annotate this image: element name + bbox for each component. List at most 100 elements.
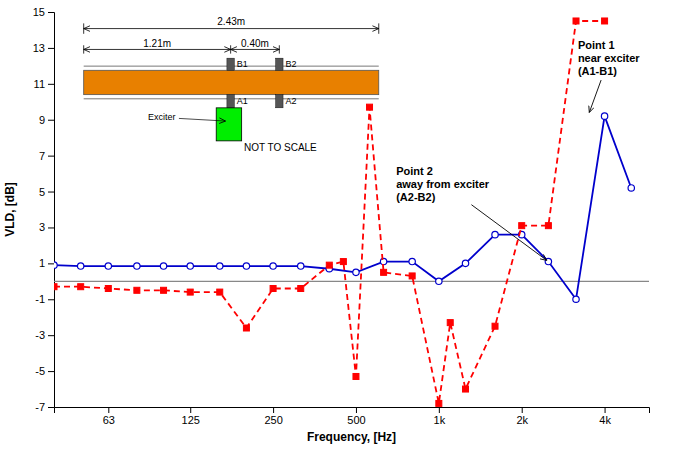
series-marker xyxy=(519,223,525,229)
series-marker xyxy=(340,259,346,265)
series-marker xyxy=(270,263,276,269)
annotation-text: Point 2away from exciter(A2-B2) xyxy=(396,165,490,203)
chart: 631252505001k2k4k-7-5-3-113579111315Poin… xyxy=(0,0,679,449)
annotation-text: Point 1near exciter(A1-B1) xyxy=(578,39,640,77)
series-marker xyxy=(54,262,57,268)
inset-exciter xyxy=(216,108,241,141)
inset-dimension xyxy=(84,49,231,50)
y-tick: -3 xyxy=(35,329,54,341)
inset-label: Exciter xyxy=(148,112,176,122)
y-tick: 5 xyxy=(39,186,54,198)
series xyxy=(54,113,634,303)
x-tick: 4k xyxy=(599,407,611,426)
series-marker xyxy=(187,263,193,269)
inset-dimension-end xyxy=(279,45,280,53)
series-marker xyxy=(573,296,579,302)
series-marker xyxy=(409,273,415,279)
series-marker xyxy=(298,286,304,292)
series-marker xyxy=(381,269,387,275)
series-marker xyxy=(217,289,223,295)
y-tick-mark xyxy=(48,192,54,193)
x-tick: 250 xyxy=(264,407,282,426)
inset-arrow xyxy=(179,118,226,121)
series-marker xyxy=(353,269,359,275)
series-marker xyxy=(54,284,57,290)
reference-line xyxy=(54,281,649,282)
x-tick: 2k xyxy=(516,407,528,426)
y-tick-label: -5 xyxy=(35,365,45,377)
x-tick-mark xyxy=(605,407,606,413)
inset-label: A1 xyxy=(237,96,248,106)
series-marker xyxy=(134,287,140,293)
x-tick: 1k xyxy=(434,407,446,426)
y-tick-label: 3 xyxy=(39,221,45,233)
x-axis-line xyxy=(55,408,650,414)
series-marker xyxy=(545,223,551,229)
annotation-arrow xyxy=(589,80,601,112)
series-marker xyxy=(463,386,469,392)
y-tick-mark xyxy=(48,120,54,121)
x-tick-label: 250 xyxy=(264,414,282,426)
y-tick: 3 xyxy=(39,221,54,233)
y-tick: 13 xyxy=(33,42,54,54)
x-axis-title: Frequency, [Hz] xyxy=(307,430,396,444)
inset-label: B2 xyxy=(285,59,296,69)
series-marker xyxy=(492,231,498,237)
inset-label: NOT TO SCALE xyxy=(244,142,317,153)
y-tick: 15 xyxy=(33,6,54,18)
series-line xyxy=(54,116,631,299)
annotation-line: away from exciter xyxy=(396,178,490,190)
y-tick-label: -7 xyxy=(35,401,45,413)
y-tick-mark xyxy=(48,371,54,372)
series-marker xyxy=(160,263,166,269)
y-tick: -1 xyxy=(35,293,54,305)
series-marker xyxy=(367,104,373,110)
series-marker xyxy=(243,325,249,331)
x-tick: 63 xyxy=(103,407,115,426)
inset-beam xyxy=(84,70,379,94)
inset-diagram: B1B2A1A2ExciterNOT TO SCALE2.43m1.21m0.4… xyxy=(84,16,379,153)
series-marker xyxy=(492,323,498,329)
annotation-line: near exciter xyxy=(578,52,640,64)
series-marker xyxy=(270,286,276,292)
y-tick-label: 9 xyxy=(39,114,45,126)
series-marker xyxy=(409,258,415,264)
y-tick-label: 5 xyxy=(39,186,45,198)
x-tick-label: 125 xyxy=(182,414,200,426)
inset-dimension-end xyxy=(83,23,84,33)
y-axis-title: VLD, [dB] xyxy=(3,182,17,237)
x-tick: 125 xyxy=(182,407,200,426)
series-marker xyxy=(77,263,83,269)
series-marker xyxy=(105,286,111,292)
y-tick-mark xyxy=(48,48,54,49)
y-tick-mark xyxy=(48,335,54,336)
annotation-line: Point 1 xyxy=(578,39,615,51)
series-marker xyxy=(628,185,634,191)
inset-sensor xyxy=(276,95,283,108)
series-marker xyxy=(298,263,304,269)
y-tick-label: 15 xyxy=(33,6,45,18)
y-axis-line xyxy=(48,13,55,408)
y-tick: -7 xyxy=(35,401,54,413)
series-line xyxy=(54,21,605,403)
series-marker xyxy=(436,278,442,284)
y-tick: 9 xyxy=(39,114,54,126)
series-marker xyxy=(380,258,386,264)
series-marker xyxy=(447,320,453,326)
y-tick-mark xyxy=(48,227,54,228)
inset-label: 0.40m xyxy=(241,38,269,49)
series-marker xyxy=(105,263,111,269)
x-tick-mark xyxy=(273,407,274,413)
x-tick-label: 2k xyxy=(516,414,528,426)
x-tick-label: 1k xyxy=(434,414,446,426)
x-tick-label: 4k xyxy=(599,414,611,426)
plot-area: 631252505001k2k4k-7-5-3-113579111315Poin… xyxy=(33,6,650,426)
series-marker xyxy=(161,287,167,293)
inset-dimension xyxy=(231,49,280,50)
y-tick-mark xyxy=(48,407,54,408)
y-axis: -7-5-3-113579111315 xyxy=(33,6,55,413)
y-tick: 1 xyxy=(39,257,54,269)
x-tick-label: 63 xyxy=(103,414,115,426)
y-tick-mark xyxy=(48,299,54,300)
x-tick-mark xyxy=(190,407,191,413)
